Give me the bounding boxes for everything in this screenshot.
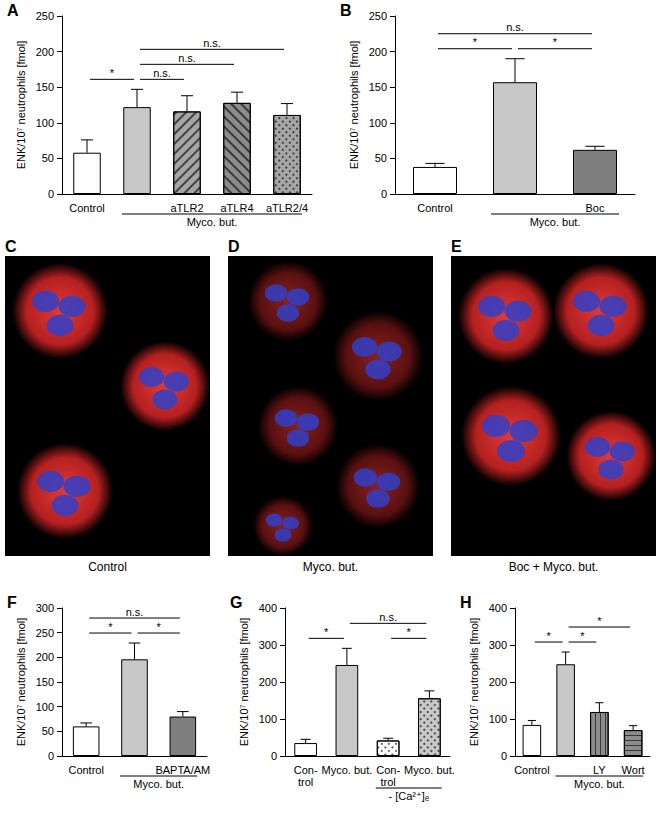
svg-text:n.s.: n.s.: [379, 611, 397, 623]
svg-text:ENK/10⁷ neutrophils [fmol]: ENK/10⁷ neutrophils [fmol]: [15, 618, 27, 747]
svg-text:50: 50: [375, 152, 387, 164]
svg-text:*: *: [553, 36, 558, 48]
html-text:D: D: [228, 238, 240, 255]
svg-text:BAPTA/AM: BAPTA/AM: [155, 764, 210, 776]
svg-text:aTLR2/4: aTLR2/4: [266, 202, 308, 214]
svg-text:*: *: [324, 626, 329, 638]
svg-text:400: 400: [259, 602, 277, 614]
svg-text:Con-: Con-: [376, 764, 400, 776]
svg-text:Control: Control: [417, 202, 452, 214]
svg-text:trol: trol: [298, 776, 313, 788]
svg-text:n.s.: n.s.: [126, 606, 144, 618]
svg-text:n.s.: n.s.: [506, 21, 524, 33]
svg-text:trol: trol: [380, 776, 395, 788]
svg-text:100: 100: [369, 117, 387, 129]
svg-text:*: *: [547, 630, 552, 642]
svg-text:200: 200: [259, 676, 277, 688]
svg-text:G: G: [230, 594, 242, 611]
svg-text:Wort: Wort: [622, 764, 645, 776]
svg-text:0: 0: [48, 750, 54, 762]
svg-text:Myco. but.: Myco. but.: [187, 216, 238, 228]
svg-text:100: 100: [36, 117, 54, 129]
svg-text:250: 250: [369, 10, 387, 22]
svg-text:Myco. but.: Myco. but.: [133, 778, 184, 790]
svg-text:150: 150: [369, 81, 387, 93]
svg-text:300: 300: [489, 639, 507, 651]
svg-text:100: 100: [36, 701, 54, 713]
svg-text:aTLR2: aTLR2: [170, 202, 203, 214]
svg-text:ENK/10⁷ neutrophils [fmol]: ENK/10⁷ neutrophils [fmol]: [468, 618, 480, 747]
svg-text:aTLR4: aTLR4: [220, 202, 253, 214]
svg-text:150: 150: [36, 81, 54, 93]
svg-text:0: 0: [501, 750, 507, 762]
svg-text:- [Ca²⁺]ₑ: - [Ca²⁺]ₑ: [389, 790, 429, 802]
svg-text:ENK/10⁷ neutrophils [fmol]: ENK/10⁷ neutrophils [fmol]: [15, 41, 27, 170]
svg-text:Myco. but.: Myco. but.: [530, 216, 581, 228]
svg-text:300: 300: [259, 639, 277, 651]
svg-text:H: H: [460, 594, 472, 611]
svg-text:400: 400: [489, 602, 507, 614]
svg-text:Control: Control: [68, 764, 103, 776]
svg-text:50: 50: [42, 725, 54, 737]
svg-text:100: 100: [489, 713, 507, 725]
svg-text:50: 50: [42, 152, 54, 164]
svg-text:LY: LY: [593, 764, 606, 776]
svg-text:Con-: Con-: [294, 764, 318, 776]
svg-text:0: 0: [381, 188, 387, 200]
svg-text:200: 200: [369, 46, 387, 58]
svg-text:*: *: [407, 626, 412, 638]
svg-text:250: 250: [36, 627, 54, 639]
svg-text:200: 200: [36, 46, 54, 58]
svg-text:0: 0: [271, 750, 277, 762]
svg-text:200: 200: [489, 676, 507, 688]
svg-text:150: 150: [36, 676, 54, 688]
svg-text:250: 250: [36, 10, 54, 22]
svg-text:n.s.: n.s.: [153, 67, 171, 79]
svg-text:200: 200: [36, 651, 54, 663]
svg-text:100: 100: [259, 713, 277, 725]
svg-text:*: *: [108, 621, 113, 633]
svg-text:A: A: [7, 2, 19, 19]
html-text:C: C: [5, 238, 17, 255]
svg-text:*: *: [580, 630, 585, 642]
svg-text:Boc: Boc: [586, 202, 605, 214]
svg-text:n.s.: n.s.: [178, 52, 196, 64]
svg-text:*: *: [473, 36, 478, 48]
svg-text:300: 300: [36, 602, 54, 614]
html-text:Control: Control: [88, 560, 127, 574]
svg-text:*: *: [110, 67, 115, 79]
svg-text:ENK/10⁷ neutrophils [fmol]: ENK/10⁷ neutrophils [fmol]: [348, 41, 360, 170]
svg-text:*: *: [157, 621, 162, 633]
svg-text:F: F: [7, 594, 17, 611]
svg-text:n.s.: n.s.: [203, 37, 221, 49]
svg-text:B: B: [340, 2, 352, 19]
html-text:E: E: [451, 238, 462, 255]
svg-text:0: 0: [48, 188, 54, 200]
svg-text:Control: Control: [514, 764, 549, 776]
svg-text:*: *: [597, 615, 602, 627]
html-text:Myco. but.: Myco. but.: [302, 560, 359, 574]
svg-text:Control: Control: [69, 202, 104, 214]
svg-text:Myco. but.: Myco. but.: [404, 764, 455, 776]
svg-text:Myco. but.: Myco. but.: [322, 764, 373, 776]
html-text:Boc + Myco. but.: Boc + Myco. but.: [508, 560, 599, 574]
svg-text:Myco. but.: Myco. but.: [574, 778, 625, 790]
svg-text:ENK/10⁷ neutrophils [fmol]: ENK/10⁷ neutrophils [fmol]: [238, 618, 250, 747]
